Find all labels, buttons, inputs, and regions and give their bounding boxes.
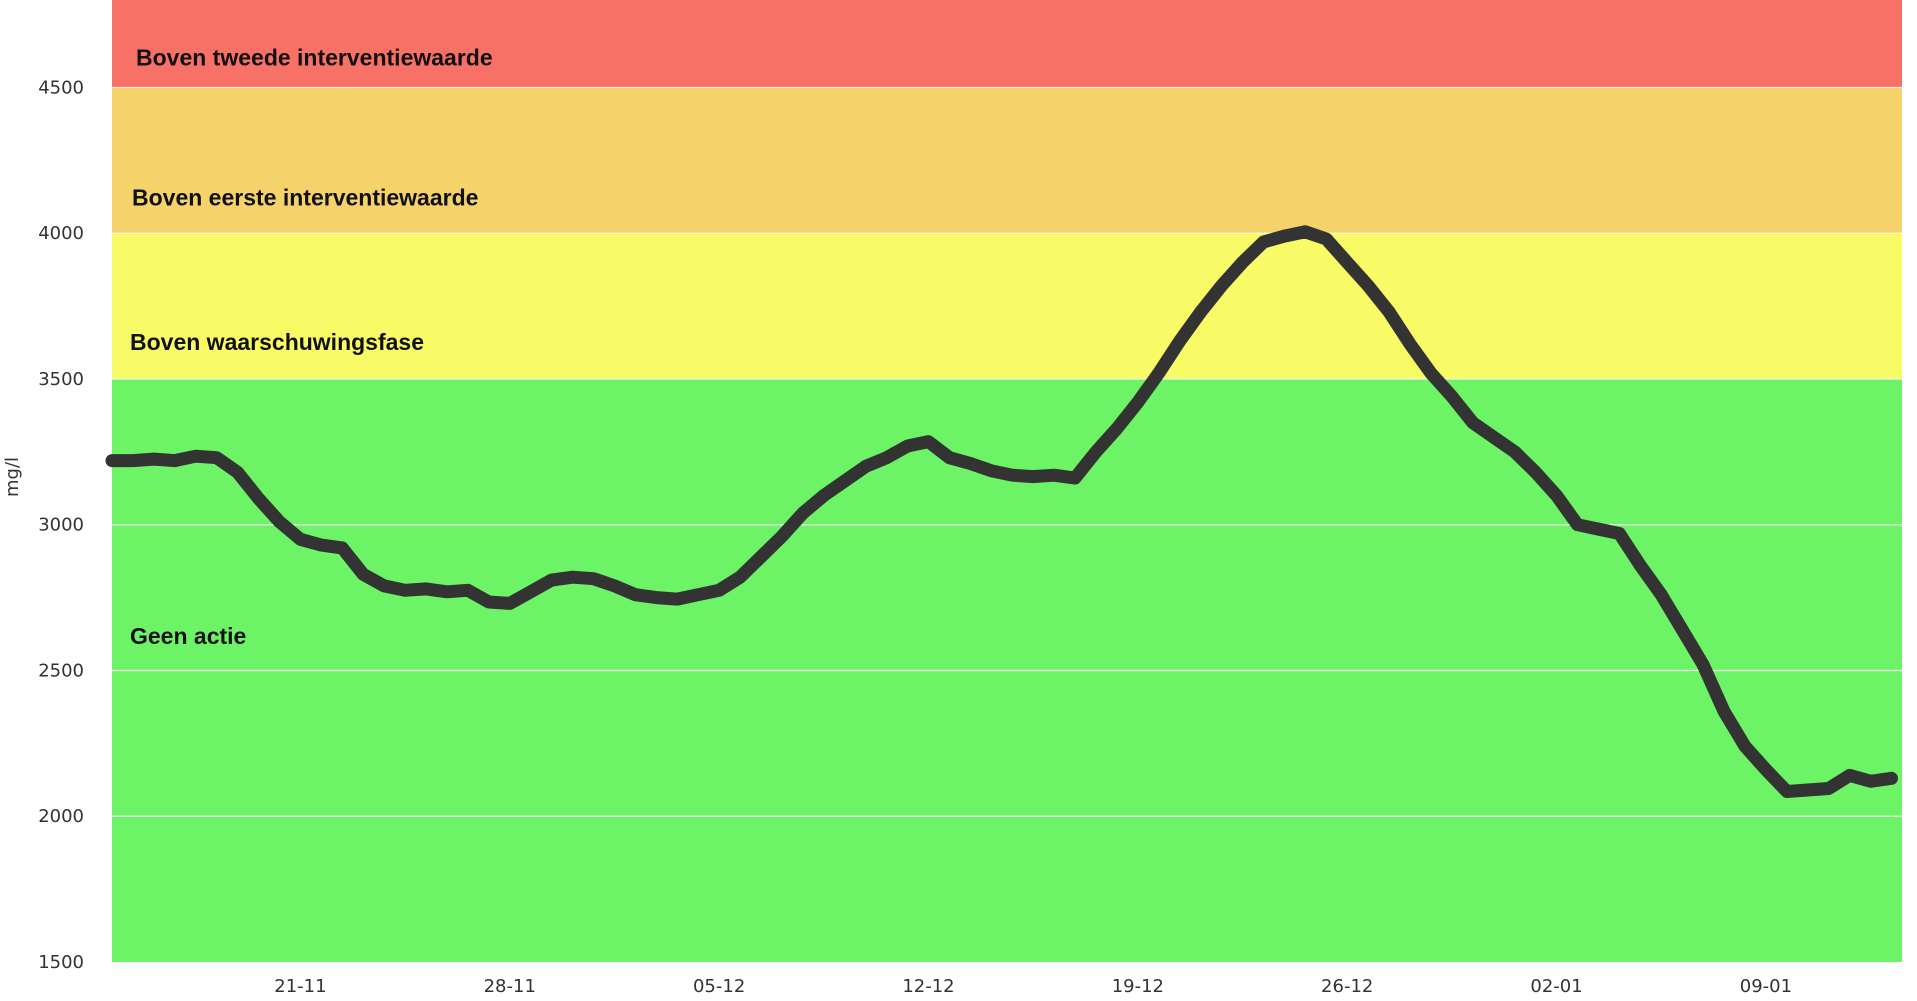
x-tick-label-1: 28-11 xyxy=(484,976,536,997)
y-tick-label-3: 3000 xyxy=(38,515,84,536)
y-tick-label-6: 4500 xyxy=(38,77,84,98)
band-label-2: Boven eerste interventiewaarde xyxy=(132,185,478,211)
y-axis-title: mg/l xyxy=(2,457,23,497)
x-tick-label-4: 19-12 xyxy=(1112,976,1164,997)
y-tick-label-5: 4000 xyxy=(38,223,84,244)
band-1 xyxy=(112,233,1902,379)
y-tick-label-4: 3500 xyxy=(38,369,84,390)
x-tick-label-0: 21-11 xyxy=(274,976,326,997)
band-label-3: Boven tweede interventiewaarde xyxy=(136,45,493,71)
bands-layer xyxy=(112,0,1902,962)
band-3 xyxy=(112,0,1902,88)
x-tick-label-2: 05-12 xyxy=(693,976,745,997)
band-labels-layer: Geen actie Boven waarschuwingsfase Boven e… xyxy=(130,45,493,650)
band-label-1: Boven waarschuwingsfase xyxy=(130,329,424,355)
y-tick-label-1: 2000 xyxy=(38,806,84,827)
x-tick-label-5: 26-12 xyxy=(1321,976,1373,997)
y-axis: 1500 2000 2500 3000 3500 4000 4500 xyxy=(38,77,84,973)
y-tick-label-0: 1500 xyxy=(38,952,84,973)
x-tick-label-3: 12-12 xyxy=(902,976,954,997)
y-tick-label-2: 2500 xyxy=(38,660,84,681)
band-2 xyxy=(112,87,1902,234)
band-label-0: Geen actie xyxy=(130,623,246,649)
series-layer xyxy=(105,225,1898,798)
x-axis: 21-11 28-11 05-12 12-12 19-12 26-12 02-01 09-01 xyxy=(274,976,1792,997)
series-line-0 xyxy=(105,225,1898,798)
x-tick-label-6: 02-01 xyxy=(1530,976,1582,997)
x-tick-label-7: 09-01 xyxy=(1740,976,1792,997)
